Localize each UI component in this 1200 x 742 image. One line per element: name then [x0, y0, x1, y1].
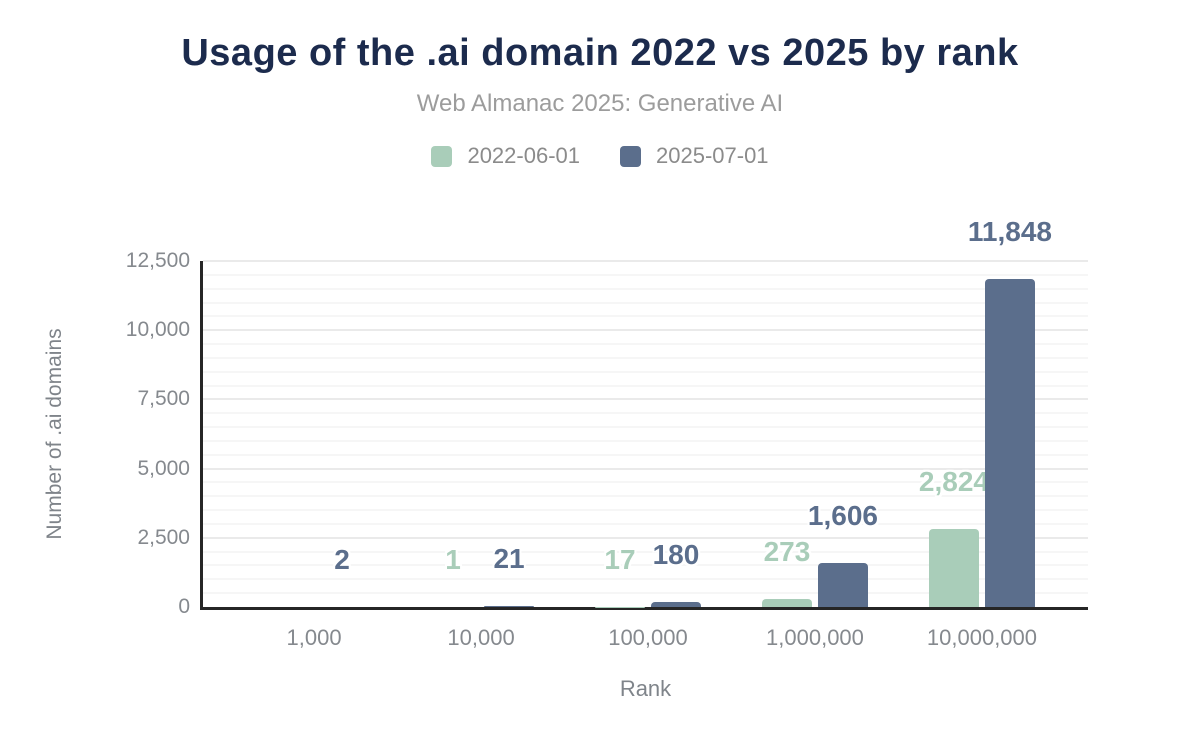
bar-value-label: 1: [445, 543, 461, 575]
gridline: [203, 592, 1088, 595]
gridline: [203, 384, 1088, 387]
x-tick-label: 10,000,000: [926, 625, 1038, 650]
x-tick-label: 1,000,000: [766, 625, 864, 650]
gridline: [203, 578, 1088, 581]
legend-label-2022: 2022-06-01: [467, 143, 580, 168]
x-tick-label: 100,000: [608, 625, 688, 650]
y-tick-label: 0: [178, 595, 190, 618]
gridline: [203, 412, 1088, 415]
bar-value-label: 2: [334, 543, 350, 575]
bar-2025-07-01-100000: [650, 602, 701, 607]
bar-2025-07-01-10000: [484, 606, 535, 607]
gridline: [203, 550, 1088, 553]
gridline: [203, 343, 1088, 346]
legend-item-2025: 2025-07-01: [620, 143, 769, 169]
gridline: [203, 481, 1088, 484]
legend: 2022-06-01 2025-07-01: [0, 143, 1200, 169]
bar-2022-06-01-1000000: [761, 599, 812, 607]
legend-label-2025: 2025-07-01: [656, 143, 769, 168]
gridline: [203, 564, 1088, 567]
gridline: [203, 315, 1088, 318]
gridline: [203, 426, 1088, 429]
y-tick-label: 10,000: [125, 318, 190, 342]
gridline: [203, 301, 1088, 304]
x-tick-label: 10,000: [447, 625, 515, 650]
gridline: [203, 287, 1088, 290]
gridline: [203, 370, 1088, 373]
y-axis-title: Number of .ai domains: [43, 328, 66, 540]
gridline: [203, 356, 1088, 359]
chart-title: Usage of the .ai domain 2022 vs 2025 by …: [181, 32, 1019, 74]
bar-value-label: 273: [763, 536, 811, 568]
legend-swatch-2022-icon: [431, 145, 453, 167]
gridline: [203, 467, 1088, 470]
plot-area: Number of .ai domains Rank 0 2,500 5,000 7,…: [43, 217, 1088, 701]
gridline: [203, 439, 1088, 442]
bar-value-label: 1,606: [807, 499, 878, 531]
bar-value-label: 11,848: [967, 216, 1053, 248]
y-tick-label: 7,500: [137, 387, 190, 411]
x-tick-label: 1,000: [286, 625, 342, 650]
bar-2022-06-01-10000000: [928, 528, 979, 607]
bar-2025-07-01-1000000: [817, 562, 868, 607]
x-axis-line: [200, 607, 1088, 610]
gridline: [203, 453, 1088, 456]
bar-value-label: 21: [493, 543, 525, 575]
x-axis-title: Rank: [619, 676, 672, 701]
gridline: [203, 495, 1088, 498]
gridline: [203, 329, 1088, 332]
gridline: [203, 522, 1088, 525]
y-tick-label: 2,500: [137, 525, 190, 549]
chart-subtitle: Web Almanac 2025: Generative AI: [416, 90, 784, 117]
legend-item-2022: 2022-06-01: [431, 143, 580, 169]
gridline: [203, 509, 1088, 512]
gridline: [203, 273, 1088, 276]
bar-2025-07-01-10000000: [984, 279, 1035, 607]
bar-value-label: 180: [652, 539, 700, 571]
gridline: [203, 260, 1088, 262]
bar-value-label: 2,824: [918, 465, 989, 497]
y-axis-line: [200, 261, 203, 610]
y-tick-label: 12,500: [125, 249, 190, 272]
gridline: [203, 536, 1088, 539]
legend-swatch-2025-icon: [620, 145, 641, 167]
y-tick-label: 5,000: [137, 456, 190, 480]
bar-value-label: 17: [604, 543, 636, 575]
gridline: [203, 398, 1088, 401]
